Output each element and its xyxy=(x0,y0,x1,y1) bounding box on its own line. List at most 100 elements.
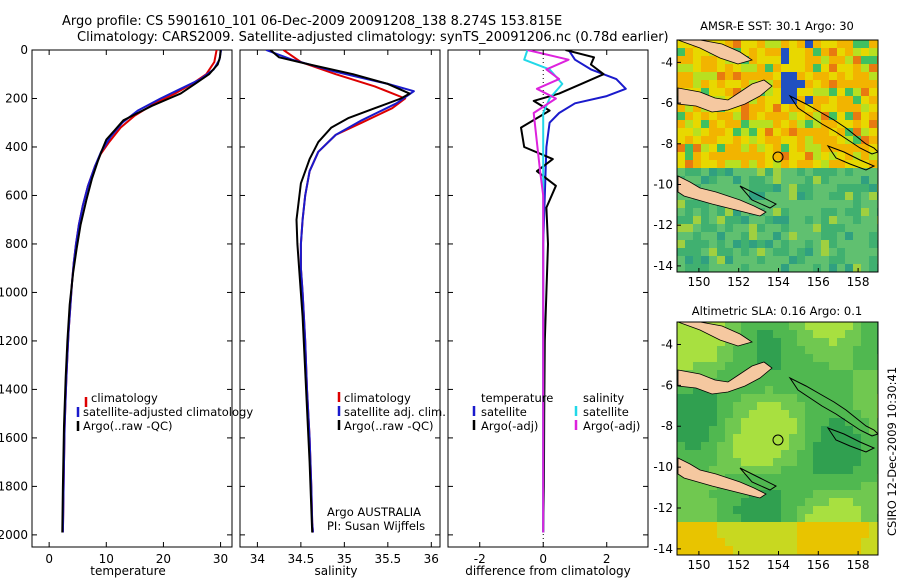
map-raster-cell xyxy=(845,168,853,176)
map-raster-cell xyxy=(813,346,821,354)
map-raster-cell xyxy=(685,160,693,168)
map-raster-cell xyxy=(853,160,861,168)
map-raster-cell xyxy=(861,152,869,160)
map-raster-cell xyxy=(837,48,845,56)
map-raster-cell xyxy=(805,144,813,152)
map-raster-cell xyxy=(821,120,829,128)
map-raster-cell xyxy=(693,144,701,152)
map-raster-cell xyxy=(741,232,749,240)
map-raster-cell xyxy=(837,530,845,538)
map-raster-cell xyxy=(749,450,757,458)
map-raster-cell xyxy=(773,88,781,96)
map-raster-cell xyxy=(813,248,821,256)
map-raster-cell xyxy=(821,546,829,554)
map-raster-cell xyxy=(757,530,765,538)
map-raster-cell xyxy=(797,410,805,418)
series-line-temperature-argo xyxy=(520,50,605,533)
map-raster-cell xyxy=(853,362,861,370)
map-raster-cell xyxy=(813,410,821,418)
map-raster-cell xyxy=(685,418,693,426)
map-raster-cell xyxy=(845,354,853,362)
map-raster-cell xyxy=(733,426,741,434)
map-raster-cell xyxy=(813,538,821,546)
map-raster-cell xyxy=(813,112,821,120)
map-raster-cell xyxy=(837,506,845,514)
map-raster-cell xyxy=(837,394,845,402)
map-raster-cell xyxy=(797,354,805,362)
map-raster-cell xyxy=(685,362,693,370)
map-raster-cell xyxy=(829,466,837,474)
map-raster-cell xyxy=(813,216,821,224)
map-raster-cell xyxy=(869,80,877,88)
map-raster-cell xyxy=(693,386,701,394)
map-raster-cell xyxy=(789,410,797,418)
map-raster-cell xyxy=(781,184,789,192)
map-raster-cell xyxy=(853,434,861,442)
map-raster-cell xyxy=(741,522,749,530)
map-raster-cell xyxy=(757,96,765,104)
map-raster-cell xyxy=(773,56,781,64)
map-raster-cell xyxy=(805,378,813,386)
map-raster-cell xyxy=(717,232,725,240)
map-raster-cell xyxy=(869,184,877,192)
map-raster-cell xyxy=(797,232,805,240)
map-raster-cell xyxy=(725,506,733,514)
map-raster-cell xyxy=(853,530,861,538)
map-raster-cell xyxy=(805,362,813,370)
map-raster-cell xyxy=(781,232,789,240)
map-raster-cell xyxy=(773,80,781,88)
map-raster-cell xyxy=(765,160,773,168)
map-raster-cell xyxy=(797,514,805,522)
map-raster-cell xyxy=(701,410,709,418)
map-raster-cell xyxy=(693,224,701,232)
map-raster-cell xyxy=(869,48,877,56)
map-raster-cell xyxy=(685,442,693,450)
map-raster-cell xyxy=(829,216,837,224)
map-raster-cell xyxy=(813,176,821,184)
map-raster-cell xyxy=(749,322,757,330)
map-raster-cell xyxy=(733,128,741,136)
salinity-panel: 34 34.5 35 35.5 36 salinity climatology sate… xyxy=(239,49,446,578)
map-raster-cell xyxy=(701,88,709,96)
map-raster-cell xyxy=(829,72,837,80)
map-raster-cell xyxy=(869,410,877,418)
map-raster-cell xyxy=(693,208,701,216)
map-raster-cell xyxy=(717,530,725,538)
temperature-axes-frame xyxy=(31,49,233,548)
map-raster-cell xyxy=(845,104,853,112)
map-raster-cell xyxy=(773,354,781,362)
map-raster-cell xyxy=(837,184,845,192)
map-raster-cell xyxy=(869,490,877,498)
map-raster-cell xyxy=(845,538,853,546)
map-raster-cell xyxy=(725,88,733,96)
map-raster-cell xyxy=(733,152,741,160)
map-raster-cell xyxy=(805,152,813,160)
map-raster-cell xyxy=(685,144,693,152)
map-raster-cell xyxy=(725,466,733,474)
x-tick-label: 34.5 xyxy=(288,552,315,566)
map-raster-cell xyxy=(821,248,829,256)
solomon-islands-outline-2 xyxy=(826,144,876,171)
map-raster-cell xyxy=(677,224,685,232)
map-raster-cell xyxy=(789,498,797,506)
map-y-tick-label: -8 xyxy=(661,137,673,151)
map-raster-cell xyxy=(797,434,805,442)
map-raster-cell xyxy=(805,522,813,530)
map-raster-cell xyxy=(797,88,805,96)
map-raster-cell xyxy=(797,208,805,216)
map-raster-cell xyxy=(757,256,765,264)
map-raster-cell xyxy=(765,208,773,216)
map-raster-cell xyxy=(677,248,685,256)
map-raster-cell xyxy=(869,434,877,442)
map-raster-cell xyxy=(773,466,781,474)
map-raster-cell xyxy=(717,56,725,64)
map-raster-cell xyxy=(717,466,725,474)
map-raster-cell xyxy=(853,338,861,346)
map-raster-cell xyxy=(797,248,805,256)
map-raster-cell xyxy=(677,322,685,330)
map-raster-cell xyxy=(845,64,853,72)
map-raster-cell xyxy=(709,184,717,192)
map-raster-cell xyxy=(773,64,781,72)
map-raster-cell xyxy=(701,56,709,64)
